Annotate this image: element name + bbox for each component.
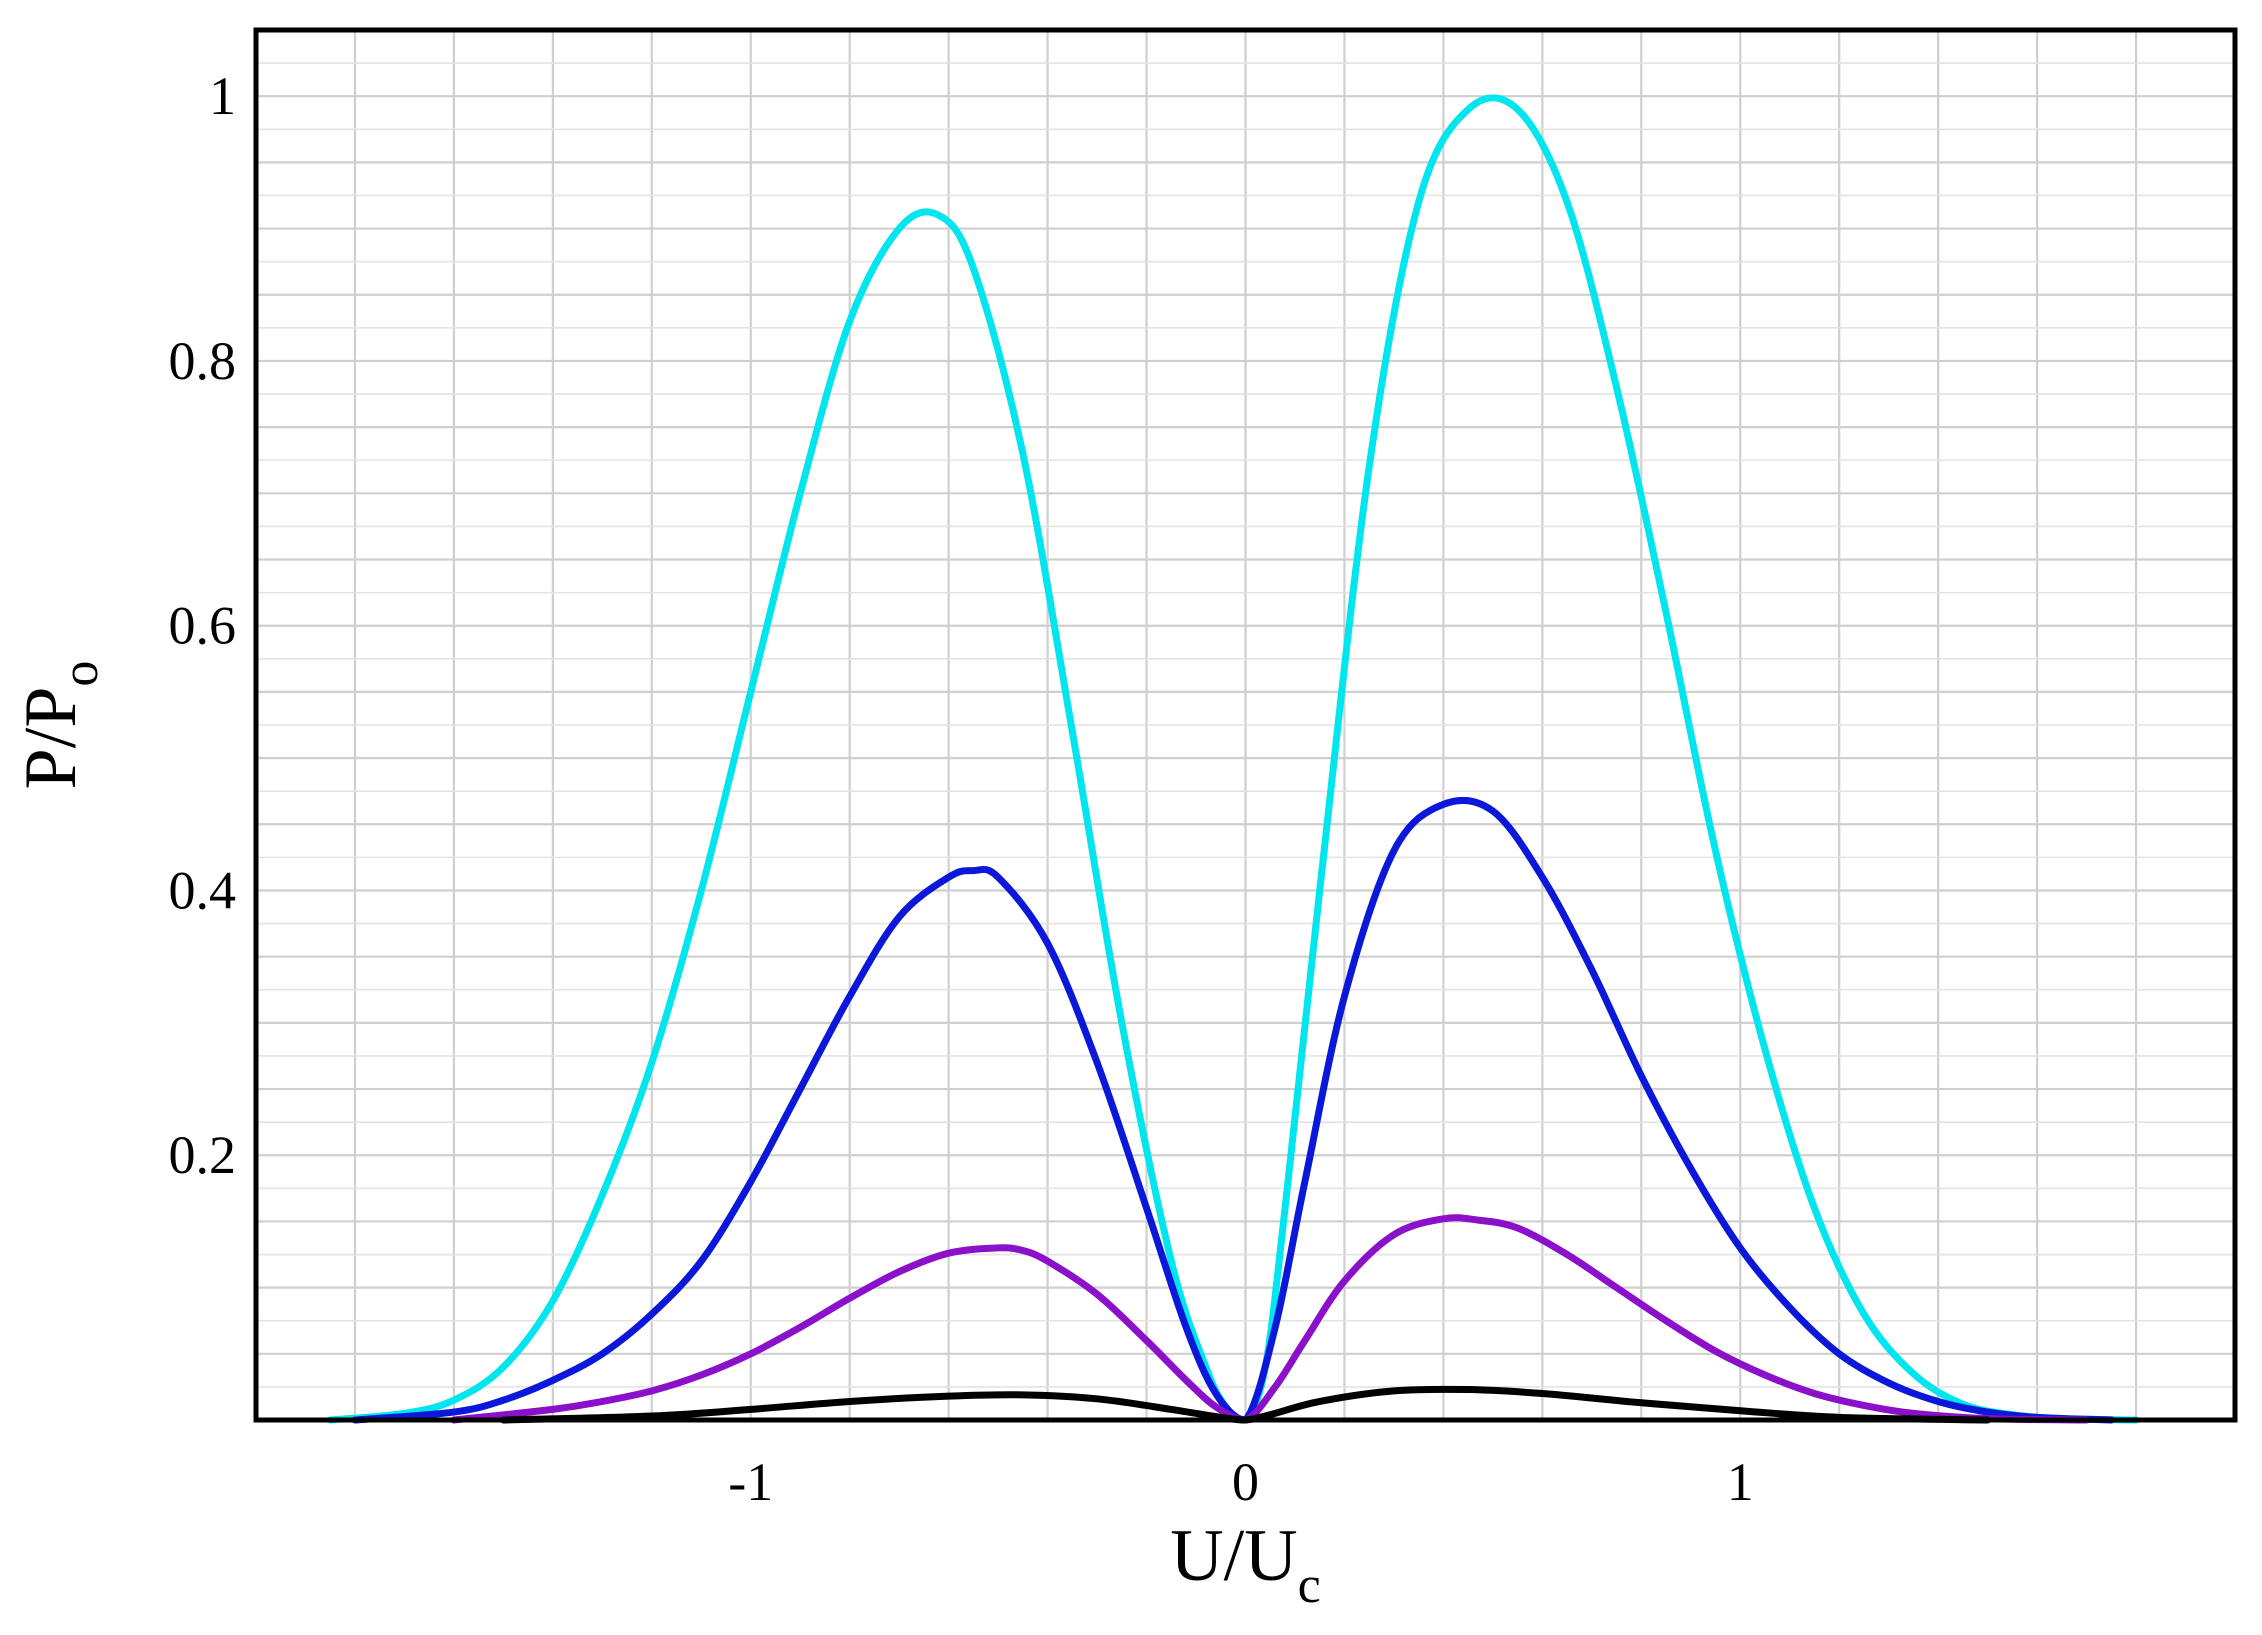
y-axis-title-subscript: o <box>52 661 109 687</box>
y-tick-label: 0.8 <box>169 331 237 391</box>
x-axis-title: U/Uc <box>1170 1515 1321 1614</box>
x-tick-labels: -1 0 1 <box>728 1452 1753 1512</box>
y-tick-label: 0.4 <box>169 860 237 920</box>
y-axis-title-main: P/P <box>10 687 92 790</box>
plot-frame <box>253 27 2238 1423</box>
y-tick-labels: 0.2 0.4 0.6 0.8 1 <box>169 66 237 1185</box>
series-line-2 <box>351 796 2115 1424</box>
y-tick-label: 0.6 <box>169 596 237 656</box>
x-tick-label: 0 <box>1232 1452 1259 1512</box>
x-tick-label: 1 <box>1727 1452 1754 1512</box>
y-axis-title: P/Po <box>10 661 109 790</box>
x-axis-title-main: U/U <box>1170 1515 1297 1597</box>
grid-lines <box>254 28 2237 1422</box>
x-axis-title-subscript: c <box>1298 1557 1321 1614</box>
y-tick-label: 1 <box>209 66 236 126</box>
y-tick-label: 0.2 <box>169 1125 237 1185</box>
x-tick-label: -1 <box>728 1452 773 1512</box>
